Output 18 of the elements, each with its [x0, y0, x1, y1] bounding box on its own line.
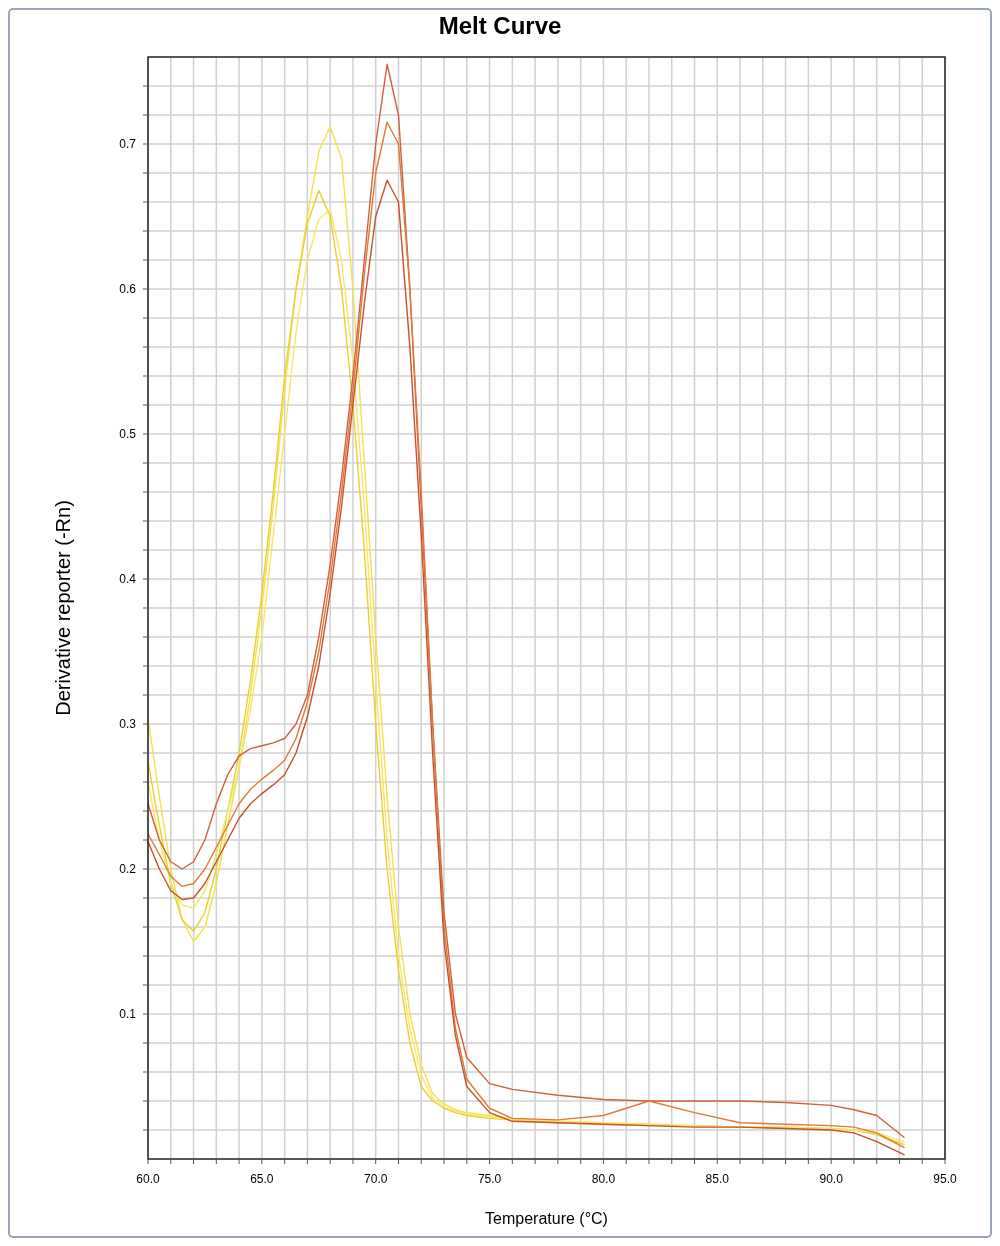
chart-title: Melt Curve: [438, 12, 562, 39]
x-tick-label: 60.0: [136, 1172, 160, 1186]
y-tick-label: 0.6: [119, 282, 137, 296]
x-tick-label: 70.0: [364, 1172, 388, 1186]
x-tick-label: 80.0: [591, 1172, 616, 1186]
y-tick-label: 0.7: [119, 137, 137, 151]
y-tick-label: 0.2: [119, 862, 137, 876]
y-tick-label: 0.4: [119, 572, 137, 586]
x-tick-label: 75.0: [477, 1172, 502, 1186]
x-tick-label: 95.0: [933, 1172, 957, 1186]
x-tick-label: 65.0: [250, 1172, 274, 1186]
x-axis-title: Temperature (°C): [485, 1210, 608, 1227]
x-tick-label: 85.0: [705, 1172, 730, 1186]
y-tick-label: 0.1: [119, 1007, 137, 1021]
y-tick-label: 0.3: [119, 717, 137, 731]
x-tick-label: 90.0: [819, 1172, 844, 1186]
y-tick-label: 0.5: [119, 427, 137, 441]
y-axis-title: Derivative reporter (-Rn): [52, 500, 74, 716]
